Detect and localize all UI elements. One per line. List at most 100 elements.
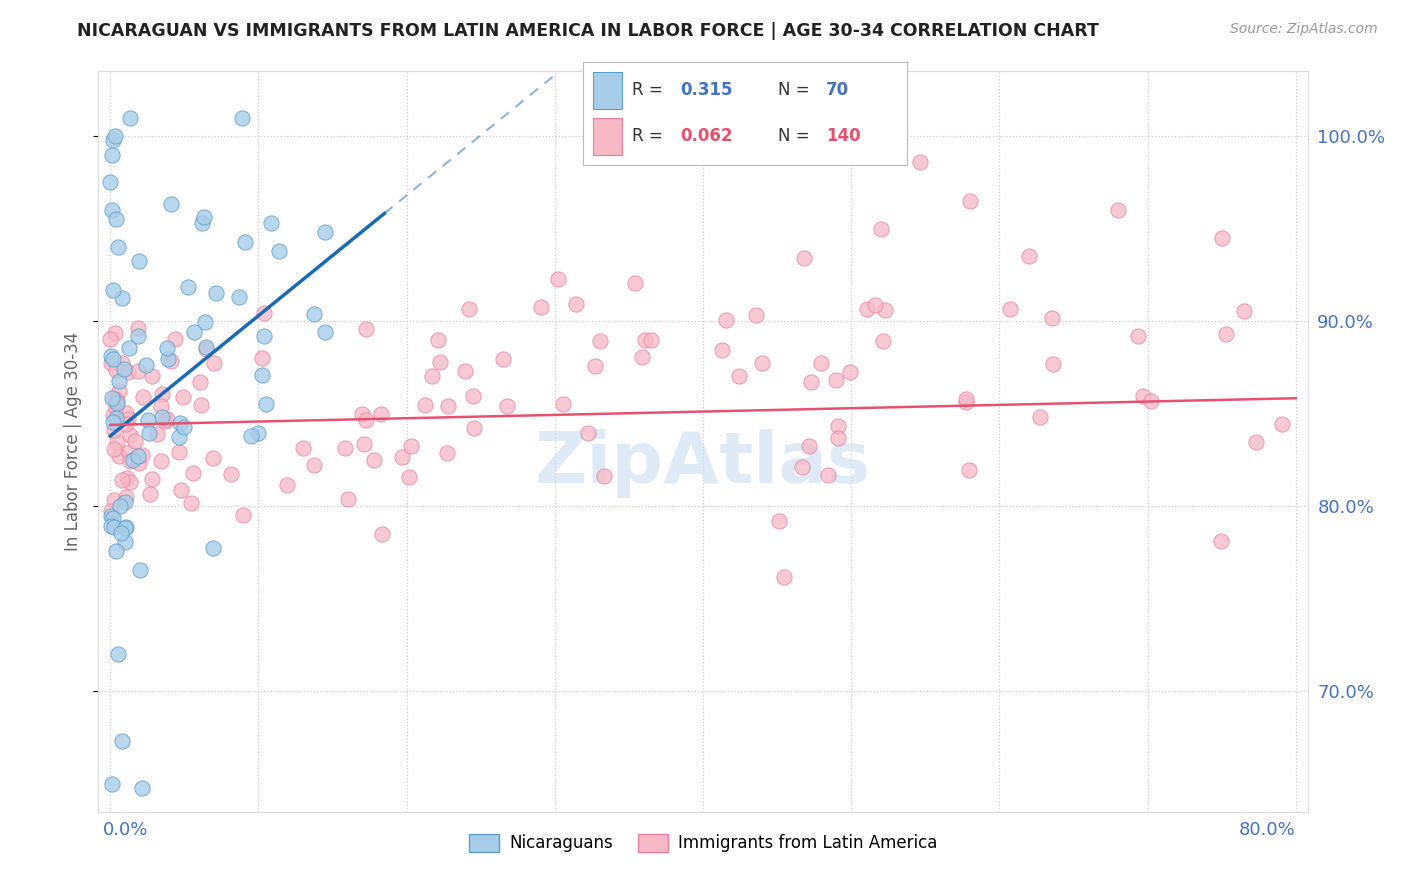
Point	[259, 216, 281, 230]
Point	[773, 569, 796, 583]
Point	[429, 355, 451, 369]
Point	[118, 475, 141, 490]
Point	[1211, 231, 1233, 245]
Text: 140: 140	[827, 128, 860, 145]
Point	[105, 394, 128, 409]
Point	[908, 155, 931, 169]
Point	[181, 466, 204, 480]
Point	[437, 399, 460, 413]
Point	[100, 147, 122, 161]
Point	[314, 325, 336, 339]
Point	[810, 355, 832, 369]
Point	[232, 508, 254, 522]
Point	[1140, 393, 1163, 408]
Point	[398, 470, 420, 484]
Point	[132, 390, 155, 404]
Point	[461, 389, 484, 403]
Bar	[593, 71, 623, 109]
Point	[589, 334, 612, 348]
Point	[1029, 409, 1052, 424]
Point	[98, 332, 121, 346]
Legend: Nicaraguans, Immigrants from Latin America: Nicaraguans, Immigrants from Latin Ameri…	[463, 827, 943, 859]
Point	[104, 129, 127, 144]
Point	[153, 414, 176, 428]
Point	[797, 439, 820, 453]
Point	[167, 444, 190, 458]
Point	[108, 499, 131, 513]
Point	[547, 271, 569, 285]
Point	[727, 369, 749, 384]
Point	[150, 410, 173, 425]
Point	[131, 448, 153, 462]
Point	[353, 437, 375, 451]
Point	[104, 326, 127, 340]
Point	[335, 441, 357, 455]
Point	[1271, 417, 1294, 431]
Point	[120, 453, 142, 467]
Point	[98, 175, 121, 190]
Point	[105, 410, 128, 425]
Point	[247, 426, 270, 441]
Point	[714, 312, 737, 326]
Point	[103, 493, 125, 508]
Point	[110, 525, 132, 540]
Bar	[593, 118, 623, 155]
Point	[141, 369, 163, 384]
Text: N =: N =	[778, 81, 814, 99]
Point	[269, 244, 291, 258]
Point	[420, 369, 443, 384]
Point	[254, 397, 277, 411]
Point	[101, 408, 124, 422]
Text: N =: N =	[778, 128, 814, 145]
Point	[146, 426, 169, 441]
Point	[1209, 533, 1232, 548]
Point	[100, 356, 122, 370]
Point	[551, 397, 574, 411]
Point	[302, 458, 325, 473]
Point	[1128, 328, 1150, 343]
Point	[276, 478, 298, 492]
Point	[100, 519, 122, 533]
Text: 70: 70	[827, 81, 849, 99]
Point	[118, 341, 141, 355]
Point	[118, 445, 141, 459]
Point	[202, 356, 225, 370]
Point	[141, 472, 163, 486]
Point	[1244, 434, 1267, 449]
Point	[495, 399, 517, 413]
Point	[354, 413, 377, 427]
Point	[103, 442, 125, 456]
Point	[105, 435, 128, 450]
Point	[114, 521, 136, 535]
Point	[105, 401, 128, 415]
Point	[160, 354, 183, 368]
Point	[127, 329, 149, 343]
Point	[105, 363, 128, 377]
Point	[624, 277, 647, 291]
Point	[640, 333, 662, 347]
Point	[1042, 311, 1064, 326]
Point	[105, 396, 128, 410]
Point	[111, 473, 134, 487]
Point	[169, 416, 191, 430]
Point	[117, 365, 139, 379]
Point	[1132, 389, 1154, 403]
Point	[114, 535, 136, 549]
Point	[150, 387, 173, 401]
Point	[111, 291, 134, 305]
Point	[100, 203, 122, 218]
Point	[1233, 303, 1256, 318]
Point	[863, 298, 886, 312]
Point	[576, 425, 599, 440]
Point	[872, 334, 894, 349]
Point	[827, 419, 849, 434]
Point	[240, 429, 263, 443]
Point	[1018, 249, 1040, 263]
Text: 80.0%: 80.0%	[1239, 821, 1296, 839]
Point	[463, 421, 485, 435]
Point	[167, 430, 190, 444]
Point	[103, 415, 125, 429]
Point	[253, 329, 276, 343]
Point	[114, 490, 136, 504]
Point	[585, 359, 607, 374]
